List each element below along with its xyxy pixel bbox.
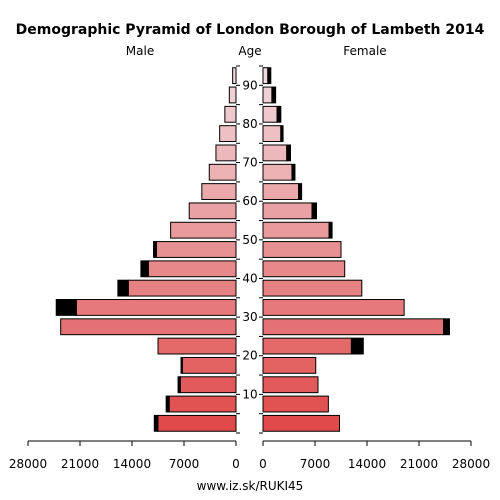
female-foreign-bar-60-64 xyxy=(298,183,303,200)
age-tick-label: 50 xyxy=(242,233,257,247)
female-foreign-bar-70-74 xyxy=(286,144,291,162)
female-bar-5-9 xyxy=(262,395,329,413)
male-x-tick-label: 14000 xyxy=(113,457,151,471)
chart-title: Demographic Pyramid of London Borough of… xyxy=(16,22,485,38)
male-bar-50-54 xyxy=(170,221,237,239)
male-bar-65-69 xyxy=(208,163,237,181)
age-tick-label: 90 xyxy=(242,78,257,92)
male-x-tick-label: 28000 xyxy=(9,457,47,471)
female-bar-15-19 xyxy=(262,356,317,374)
male-foreign-bar-15-19 xyxy=(180,356,184,374)
female-bar-0-4 xyxy=(262,414,341,432)
female-bar-80-84 xyxy=(262,105,278,123)
age-tick-label: 60 xyxy=(242,194,257,208)
female-foreign-bar-55-59 xyxy=(311,202,317,220)
male-bar-75-79 xyxy=(219,125,237,143)
female-x-tick-label: 0 xyxy=(259,457,267,471)
female-foreign-bar-65-69 xyxy=(291,163,296,181)
female-x-tick-label: 14000 xyxy=(348,457,386,471)
male-x-tick-label: 21000 xyxy=(61,457,99,471)
female-foreign-bar-50-54 xyxy=(328,221,333,239)
male-x-tick-label: 7000 xyxy=(169,457,200,471)
male-bar-15-19 xyxy=(182,356,237,374)
female-bar-20-24 xyxy=(262,337,352,355)
female-bar-30-34 xyxy=(262,299,405,316)
male-bar-0-4 xyxy=(157,414,237,432)
female-foreign-bar-85-89 xyxy=(271,86,277,104)
female-x-tick-label: 21000 xyxy=(400,457,438,471)
female-x-tick-label: 7000 xyxy=(300,457,331,471)
female-bar-90+ xyxy=(262,67,269,85)
female-foreign-bar-20-24 xyxy=(350,337,364,355)
male-foreign-bar-5-9 xyxy=(165,395,170,413)
age-label: Age xyxy=(238,44,261,58)
female-foreign-bar-80-84 xyxy=(276,105,282,123)
female-bar-45-49 xyxy=(262,241,342,258)
male-bar-85-89 xyxy=(228,86,237,104)
age-tick-label: 10 xyxy=(242,387,257,401)
male-foreign-bar-10-14 xyxy=(177,376,181,394)
male-bar-20-24 xyxy=(157,337,237,355)
female-bar-60-64 xyxy=(262,183,300,200)
female-bar-75-79 xyxy=(262,125,282,143)
male-bar-45-49 xyxy=(156,241,237,258)
female-bar-65-69 xyxy=(262,163,293,181)
male-bar-40-44 xyxy=(147,260,237,278)
male-bar-60-64 xyxy=(201,183,237,200)
female-bar-10-14 xyxy=(262,376,319,394)
male-bar-90+ xyxy=(232,67,237,85)
female-bar-85-89 xyxy=(262,86,273,104)
female-bar-55-59 xyxy=(262,202,313,220)
female-bar-25-29 xyxy=(262,318,445,336)
female-foreign-bar-90+ xyxy=(267,67,272,85)
male-bar-35-39 xyxy=(127,279,237,297)
male-x-tick-label: 0 xyxy=(232,457,240,471)
female-x-tick-label: 28000 xyxy=(452,457,490,471)
male-bar-80-84 xyxy=(224,105,237,123)
male-bar-10-14 xyxy=(179,376,237,394)
age-tick-label: 40 xyxy=(242,271,257,285)
age-tick-label: 30 xyxy=(242,310,257,324)
male-foreign-bar-0-4 xyxy=(153,414,159,432)
male-bar-30-34 xyxy=(75,299,237,316)
male-foreign-bar-35-39 xyxy=(117,279,129,297)
female-foreign-bar-75-79 xyxy=(280,125,284,143)
female-bar-50-54 xyxy=(262,221,330,239)
source-label: www.iz.sk/RUKI45 xyxy=(197,479,304,493)
age-tick-label: 70 xyxy=(242,156,257,170)
male-foreign-bar-45-49 xyxy=(153,241,158,258)
male-bar-70-74 xyxy=(215,144,237,162)
male-foreign-bar-40-44 xyxy=(140,260,149,278)
male-bar-5-9 xyxy=(168,395,237,413)
male-foreign-bar-30-34 xyxy=(55,299,77,316)
bars-layer xyxy=(55,67,450,432)
axes-layer: 10 20 30 40 50 60 70 80 90 28000 21000 14000 7000 0 0 7… xyxy=(9,65,490,471)
female-bar-40-44 xyxy=(262,260,346,278)
female-bar-70-74 xyxy=(262,144,288,162)
age-tick-label: 80 xyxy=(242,117,257,131)
male-bar-25-29 xyxy=(60,318,237,336)
female-bar-35-39 xyxy=(262,279,363,297)
age-tick-label: 20 xyxy=(242,349,257,363)
female-label: Female xyxy=(343,44,386,58)
male-label: Male xyxy=(126,44,154,58)
female-foreign-bar-25-29 xyxy=(443,318,450,336)
male-bar-55-59 xyxy=(188,202,237,220)
